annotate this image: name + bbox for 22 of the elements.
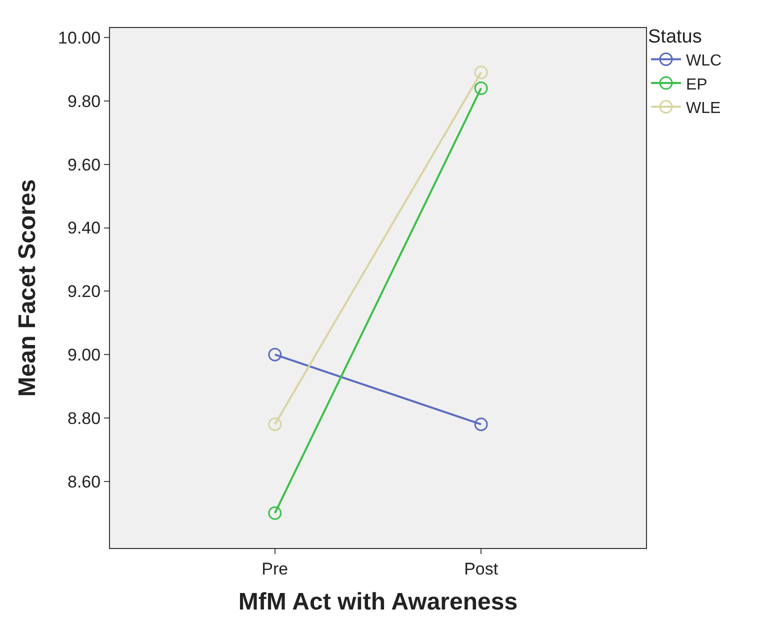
y-tick-label: 9.40	[68, 218, 101, 238]
x-axis-title: MfM Act with Awareness	[238, 588, 518, 616]
legend-label: EP	[686, 76, 708, 94]
point	[268, 418, 282, 432]
y-tick-label: 8.60	[68, 472, 101, 492]
y-tick-label: 9.20	[68, 282, 101, 302]
y-tick-label: 9.80	[68, 92, 101, 111]
y-tick-label: 8.80	[68, 408, 101, 428]
x-tick-label: Pre	[262, 559, 288, 578]
y-tick-label: 9.60	[68, 155, 101, 174]
y-tick-label: 9.00	[68, 346, 101, 365]
point	[474, 418, 488, 432]
y-axis-title: Mean Facet Scores	[14, 179, 42, 397]
point	[474, 66, 488, 80]
legend-title: Status	[648, 26, 702, 48]
x-tick-label: Post	[464, 559, 498, 578]
point	[474, 81, 488, 95]
point	[268, 348, 282, 362]
legend-label: WLC	[686, 52, 722, 70]
legend-label: WLE	[686, 100, 721, 118]
point	[268, 506, 282, 520]
y-tick-label: 10.00	[58, 28, 101, 48]
